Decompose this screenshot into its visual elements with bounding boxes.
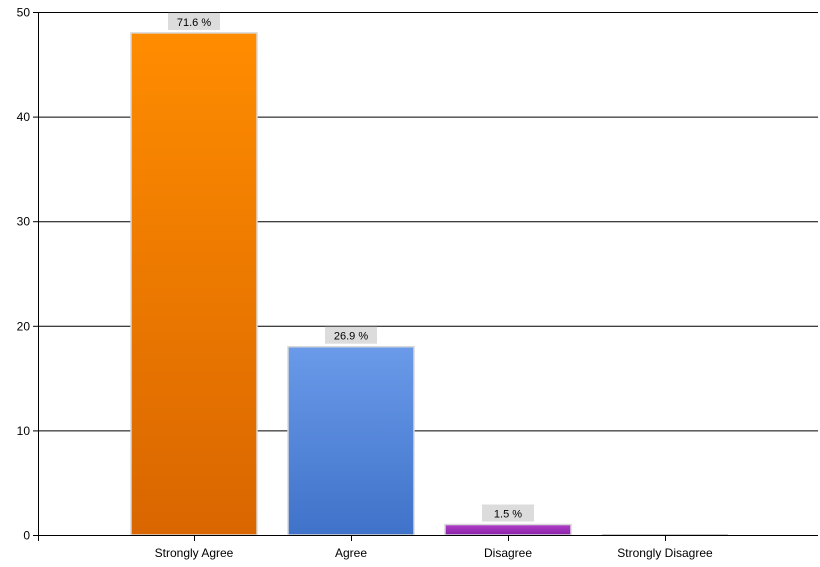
- y-tick-label: 20: [17, 319, 31, 333]
- y-tick-label: 30: [17, 215, 31, 229]
- bar-strongly-agree: [130, 32, 258, 536]
- data-label-box: [325, 326, 377, 344]
- x-category-label-strongly-agree: Strongly Agree: [155, 546, 234, 560]
- data-label-agree: 26.9 %: [325, 326, 377, 344]
- data-labels: 71.6 % 26.9 % 1.5 %: [168, 12, 534, 522]
- data-label-text: 1.5 %: [494, 509, 522, 521]
- x-category-label-agree: Agree: [335, 546, 367, 560]
- bar-disagree: [444, 523, 572, 536]
- x-axis-categories: Strongly Agree Agree Disagree Strongly Disa…: [155, 535, 713, 560]
- data-label-text: 26.9 %: [334, 331, 368, 343]
- data-label-disagree: 1.5 %: [482, 504, 534, 522]
- bars: [130, 32, 728, 536]
- data-label-strongly-agree: 71.6 %: [168, 12, 220, 30]
- y-axis-ticks: 0 10 20 30 40 50: [17, 6, 38, 543]
- bar-agree: [287, 345, 415, 536]
- y-tick-label: 50: [17, 6, 31, 20]
- y-tick-label: 40: [17, 110, 31, 124]
- y-tick-label: 0: [23, 529, 30, 543]
- data-label-box: [168, 12, 220, 30]
- x-category-label-strongly-disagree: Strongly Disagree: [617, 546, 713, 560]
- y-tick-label: 10: [17, 424, 31, 438]
- data-label-box: [482, 504, 534, 522]
- x-category-label-disagree: Disagree: [484, 546, 532, 560]
- data-label-text: 71.6 %: [177, 17, 211, 29]
